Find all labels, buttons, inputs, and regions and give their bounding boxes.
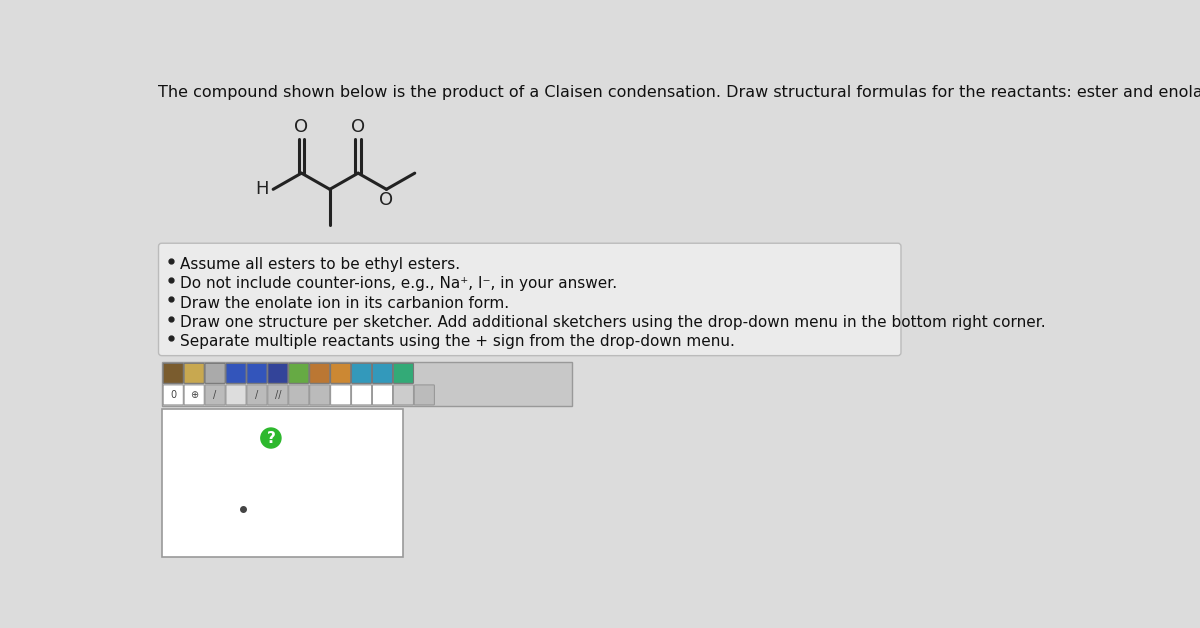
Text: Draw one structure per sketcher. Add additional sketchers using the drop-down me: Draw one structure per sketcher. Add add…	[180, 315, 1046, 330]
FancyBboxPatch shape	[352, 385, 372, 405]
FancyBboxPatch shape	[394, 364, 414, 383]
FancyBboxPatch shape	[268, 364, 288, 383]
FancyBboxPatch shape	[414, 385, 434, 405]
Bar	[162, 362, 572, 406]
Text: ?: ?	[266, 431, 275, 445]
FancyBboxPatch shape	[205, 364, 226, 383]
Text: Do not include counter-ions, e.g., Na⁺, I⁻, in your answer.: Do not include counter-ions, e.g., Na⁺, …	[180, 276, 617, 291]
FancyBboxPatch shape	[372, 385, 392, 405]
FancyBboxPatch shape	[158, 243, 901, 355]
FancyBboxPatch shape	[289, 364, 308, 383]
FancyBboxPatch shape	[394, 385, 414, 405]
Text: /: /	[256, 390, 258, 400]
Text: 0: 0	[170, 390, 176, 400]
FancyBboxPatch shape	[247, 385, 268, 405]
FancyBboxPatch shape	[247, 364, 268, 383]
FancyBboxPatch shape	[310, 364, 330, 383]
Text: //: //	[275, 390, 281, 400]
Text: Draw the enolate ion in its carbanion form.: Draw the enolate ion in its carbanion fo…	[180, 296, 509, 311]
FancyBboxPatch shape	[268, 385, 288, 405]
Text: The compound shown below is the product of a Claisen condensation. Draw structur: The compound shown below is the product …	[157, 85, 1200, 100]
FancyBboxPatch shape	[226, 385, 246, 405]
FancyBboxPatch shape	[330, 364, 350, 383]
Text: O: O	[352, 118, 365, 136]
FancyBboxPatch shape	[330, 385, 350, 405]
Text: H: H	[256, 180, 269, 198]
Text: Assume all esters to be ethyl esters.: Assume all esters to be ethyl esters.	[180, 257, 461, 272]
Text: O: O	[294, 118, 308, 136]
FancyBboxPatch shape	[226, 364, 246, 383]
FancyBboxPatch shape	[184, 385, 204, 405]
FancyBboxPatch shape	[163, 364, 184, 383]
FancyBboxPatch shape	[184, 364, 204, 383]
Bar	[162, 409, 403, 556]
FancyBboxPatch shape	[352, 364, 372, 383]
FancyBboxPatch shape	[310, 385, 330, 405]
FancyBboxPatch shape	[289, 385, 308, 405]
FancyBboxPatch shape	[163, 385, 184, 405]
Text: ⊕: ⊕	[190, 390, 198, 400]
FancyBboxPatch shape	[372, 364, 392, 383]
Text: O: O	[379, 191, 394, 209]
Text: /: /	[214, 390, 217, 400]
Circle shape	[260, 428, 281, 448]
Text: Separate multiple reactants using the + sign from the drop-down menu.: Separate multiple reactants using the + …	[180, 334, 736, 349]
FancyBboxPatch shape	[205, 385, 226, 405]
